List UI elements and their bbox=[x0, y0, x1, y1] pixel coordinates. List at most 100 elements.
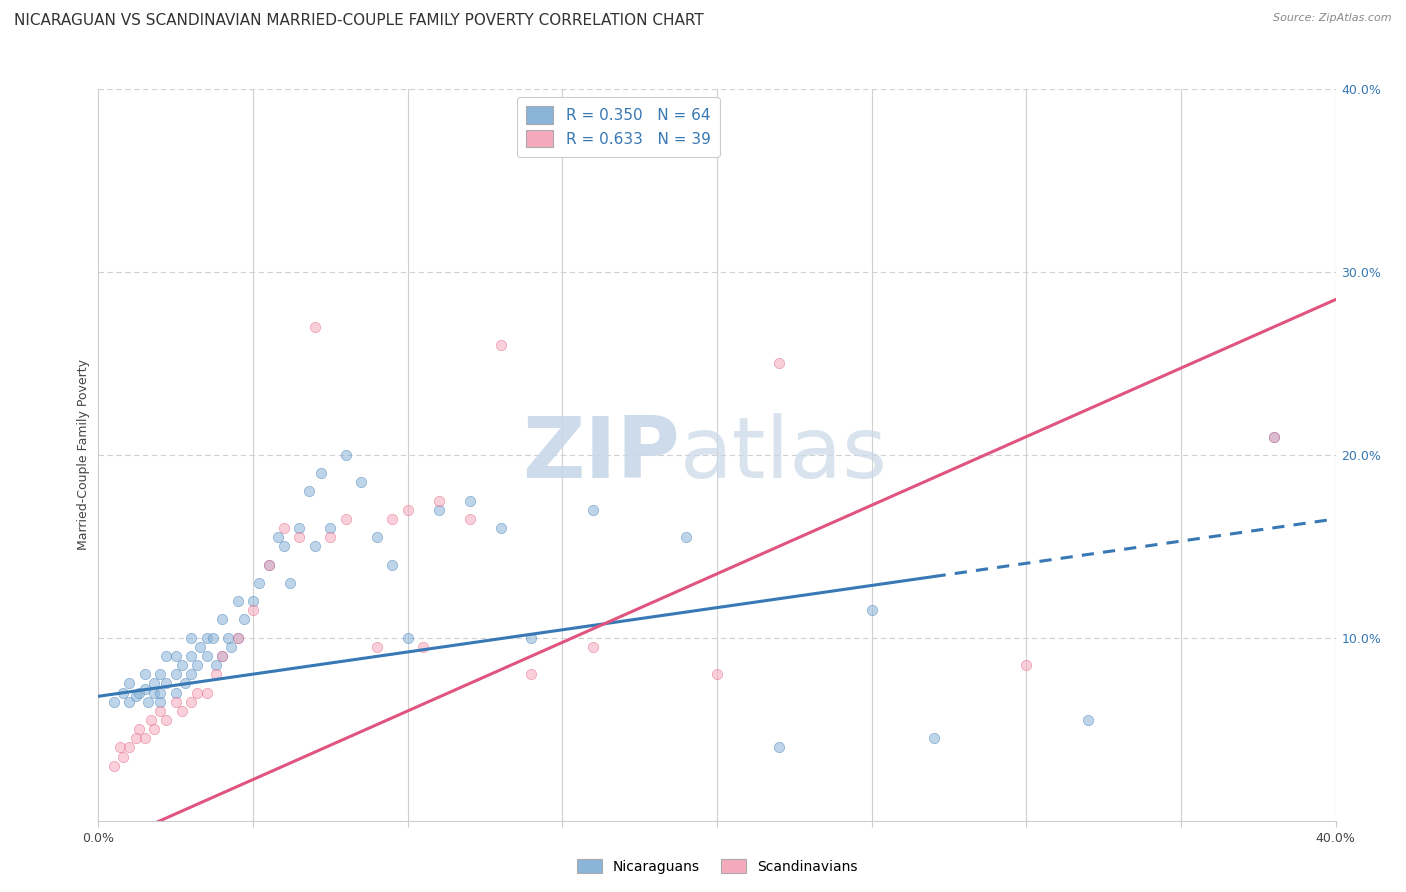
Point bbox=[242, 594, 264, 608]
Point bbox=[278, 576, 301, 591]
Point bbox=[242, 603, 264, 617]
Point bbox=[257, 558, 280, 572]
Y-axis label: Married-Couple Family Poverty: Married-Couple Family Poverty bbox=[77, 359, 90, 550]
Point bbox=[124, 731, 146, 746]
Point bbox=[143, 676, 166, 690]
Point bbox=[112, 749, 135, 764]
Point bbox=[288, 530, 311, 544]
Point bbox=[768, 740, 790, 755]
Point bbox=[288, 521, 311, 535]
Point bbox=[134, 681, 156, 696]
Point bbox=[165, 695, 187, 709]
Point bbox=[103, 758, 125, 772]
Point bbox=[768, 356, 790, 371]
Point bbox=[226, 594, 249, 608]
Point bbox=[190, 640, 212, 654]
Point bbox=[221, 640, 243, 654]
Point bbox=[134, 731, 156, 746]
Point bbox=[412, 640, 434, 654]
Point bbox=[155, 676, 177, 690]
Point bbox=[155, 713, 177, 727]
Point bbox=[211, 649, 233, 664]
Point bbox=[205, 658, 228, 673]
Point bbox=[149, 667, 172, 681]
Point bbox=[165, 685, 187, 699]
Point bbox=[195, 631, 218, 645]
Point bbox=[366, 640, 388, 654]
Point bbox=[1015, 658, 1038, 673]
Point bbox=[298, 484, 321, 499]
Point bbox=[520, 631, 543, 645]
Point bbox=[675, 530, 697, 544]
Point bbox=[396, 631, 419, 645]
Point bbox=[267, 530, 290, 544]
Point bbox=[520, 667, 543, 681]
Point bbox=[118, 695, 141, 709]
Point bbox=[273, 539, 295, 553]
Point bbox=[226, 631, 249, 645]
Point bbox=[186, 658, 208, 673]
Point bbox=[112, 685, 135, 699]
Point bbox=[335, 512, 357, 526]
Point bbox=[128, 685, 150, 699]
Point bbox=[143, 723, 166, 737]
Point bbox=[922, 731, 945, 746]
Point bbox=[108, 740, 131, 755]
Point bbox=[427, 493, 450, 508]
Point bbox=[381, 512, 404, 526]
Point bbox=[217, 631, 239, 645]
Point bbox=[319, 530, 342, 544]
Point bbox=[201, 631, 224, 645]
Point bbox=[489, 521, 512, 535]
Point bbox=[195, 649, 218, 664]
Point bbox=[180, 649, 202, 664]
Point bbox=[458, 493, 481, 508]
Point bbox=[309, 466, 332, 480]
Point bbox=[396, 502, 419, 516]
Point bbox=[170, 704, 193, 718]
Point bbox=[149, 695, 172, 709]
Point bbox=[165, 649, 187, 664]
Point bbox=[118, 676, 141, 690]
Point bbox=[143, 685, 166, 699]
Point bbox=[155, 649, 177, 664]
Point bbox=[211, 613, 233, 627]
Point bbox=[124, 690, 146, 704]
Point bbox=[304, 539, 326, 553]
Point bbox=[139, 713, 162, 727]
Point bbox=[180, 631, 202, 645]
Point bbox=[273, 521, 295, 535]
Point bbox=[170, 658, 193, 673]
Point bbox=[366, 530, 388, 544]
Text: NICARAGUAN VS SCANDINAVIAN MARRIED-COUPLE FAMILY POVERTY CORRELATION CHART: NICARAGUAN VS SCANDINAVIAN MARRIED-COUPL… bbox=[14, 13, 704, 29]
Point bbox=[335, 448, 357, 462]
Point bbox=[458, 512, 481, 526]
Text: ZIP: ZIP bbox=[522, 413, 681, 497]
Point bbox=[304, 320, 326, 334]
Point bbox=[381, 558, 404, 572]
Point bbox=[174, 676, 197, 690]
Point bbox=[195, 685, 218, 699]
Point bbox=[149, 704, 172, 718]
Point bbox=[136, 695, 159, 709]
Point bbox=[165, 667, 187, 681]
Point bbox=[427, 502, 450, 516]
Point bbox=[211, 649, 233, 664]
Point bbox=[1263, 430, 1285, 444]
Point bbox=[1263, 430, 1285, 444]
Point bbox=[1077, 713, 1099, 727]
Text: atlas: atlas bbox=[681, 413, 889, 497]
Point bbox=[180, 695, 202, 709]
Point bbox=[257, 558, 280, 572]
Point bbox=[226, 631, 249, 645]
Point bbox=[860, 603, 883, 617]
Point bbox=[582, 640, 605, 654]
Text: Source: ZipAtlas.com: Source: ZipAtlas.com bbox=[1274, 13, 1392, 23]
Legend: Nicaraguans, Scandinavians: Nicaraguans, Scandinavians bbox=[571, 854, 863, 880]
Point bbox=[247, 576, 270, 591]
Point bbox=[489, 338, 512, 352]
Point bbox=[350, 475, 373, 490]
Point bbox=[205, 667, 228, 681]
Point bbox=[706, 667, 728, 681]
Point bbox=[232, 613, 254, 627]
